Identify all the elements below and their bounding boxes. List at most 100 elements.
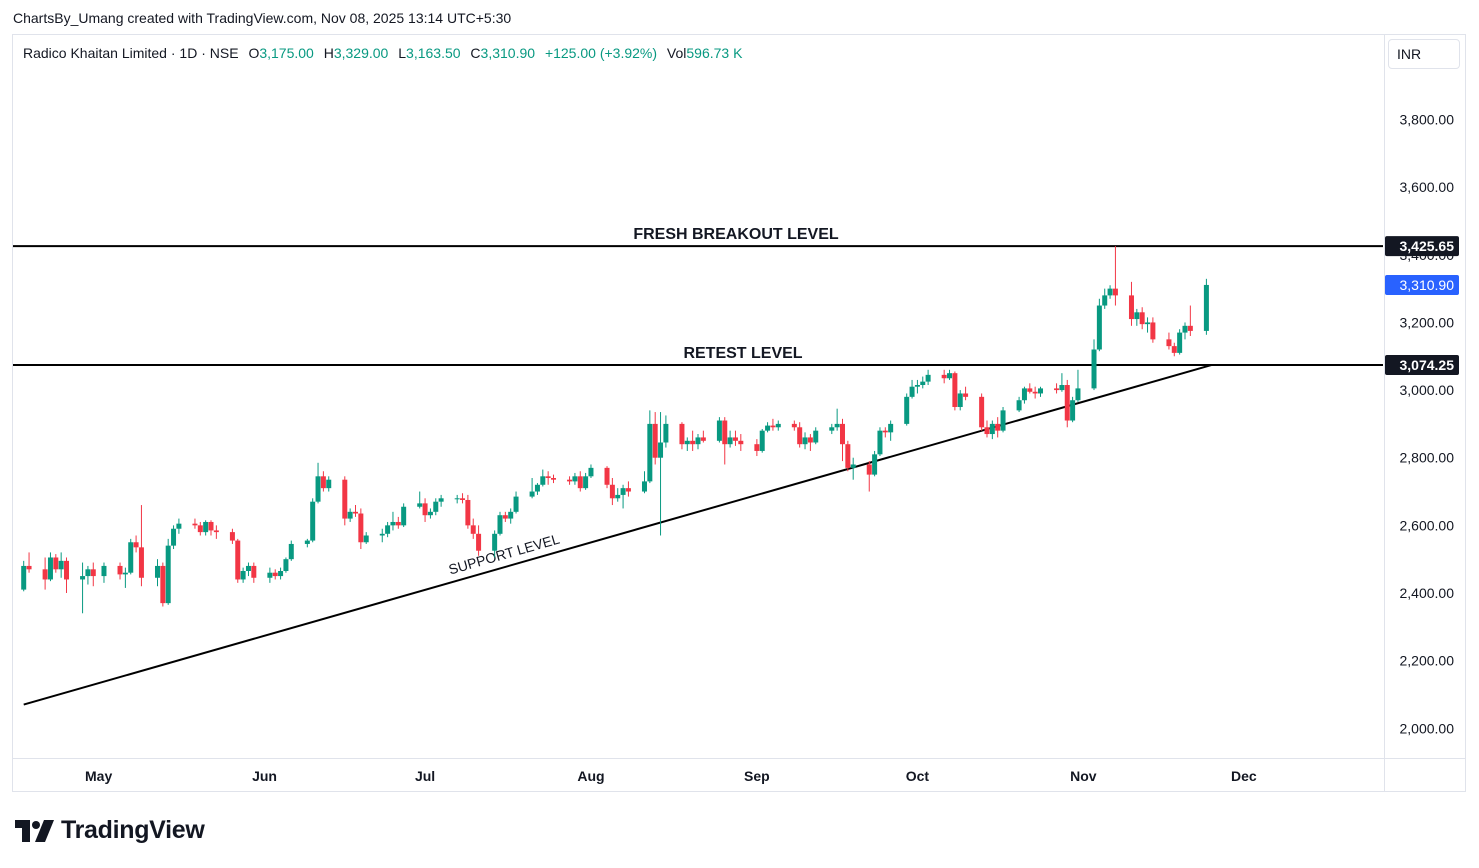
candle-down <box>502 515 508 519</box>
high-value: 3,329.00 <box>333 45 389 61</box>
candle-down <box>979 396 985 428</box>
candle-down <box>1128 295 1134 320</box>
candle-up <box>572 476 578 482</box>
time-tick-label: Oct <box>906 768 930 784</box>
candle-up <box>497 515 503 534</box>
candle-up <box>315 476 321 502</box>
candle-down <box>42 569 48 580</box>
candle-down <box>545 476 551 479</box>
time-tick-label: Dec <box>1231 768 1257 784</box>
candle-up <box>363 535 369 543</box>
candle-down <box>395 521 401 526</box>
price-tick-label: 2,800.00 <box>1400 450 1455 466</box>
price-tick-label: 2,200.00 <box>1400 653 1455 669</box>
candle-up <box>1203 284 1209 331</box>
symbol-title: Radico Khaitan Limited · 1D · NSE <box>23 45 239 61</box>
candle-down <box>567 479 573 482</box>
candle-up <box>1038 388 1043 394</box>
candle-up <box>1016 400 1022 411</box>
candle-down <box>476 533 482 551</box>
candle-down <box>845 444 851 468</box>
candle-down <box>995 423 1001 431</box>
chart-frame <box>12 34 1466 792</box>
candle-up <box>390 521 396 526</box>
open-value: 3,175.00 <box>259 45 314 61</box>
candle-down <box>53 557 59 570</box>
horizontal-levels-layer: FRESH BREAKOUT LEVEL RETEST LEVEL <box>13 226 1383 366</box>
time-axis[interactable]: May Jun Jul Aug Sep Oct Nov Dec <box>85 768 1257 784</box>
candle-up <box>427 511 433 516</box>
candle-up <box>278 571 284 577</box>
price-tick-label: 3,200.00 <box>1400 314 1455 330</box>
candle-up <box>85 569 91 577</box>
time-tick-label: May <box>85 768 112 784</box>
candle-up <box>154 565 160 578</box>
candle-down <box>791 423 797 428</box>
level-price-badge-text: 3,425.65 <box>1400 238 1455 254</box>
candle-up <box>588 467 594 477</box>
volume-label: Vol <box>666 45 687 61</box>
candle-down <box>26 565 32 570</box>
candle-up <box>641 481 647 492</box>
candle-up <box>347 511 353 519</box>
price-axis[interactable]: 2,000.00 2,200.00 2,400.00 2,600.00 2,800.00… <box>1400 112 1455 737</box>
candle-up <box>872 454 878 475</box>
currency-selector[interactable]: INR <box>1388 39 1460 69</box>
price-tick-label: 2,400.00 <box>1400 585 1455 601</box>
time-tick-label: Aug <box>577 768 604 784</box>
candle-down <box>90 569 96 577</box>
candle-down <box>1064 385 1070 421</box>
candle-down <box>1171 346 1177 353</box>
time-tick-label: Jun <box>252 768 277 784</box>
candle-down <box>609 484 615 499</box>
candle-down <box>422 503 428 516</box>
candle-up <box>1107 288 1113 296</box>
candle-up <box>813 430 819 443</box>
last-price-badge <box>1385 274 1459 295</box>
candle-up <box>658 442 664 458</box>
candle-up <box>417 503 423 507</box>
candle-down <box>952 373 958 407</box>
candle-down <box>738 440 744 445</box>
candle-up <box>877 430 883 455</box>
candle-down <box>625 488 631 492</box>
candle-up <box>513 496 519 512</box>
candle-down <box>604 467 610 485</box>
candle-up <box>850 464 856 468</box>
candle-down <box>1187 325 1193 331</box>
candle-up <box>947 373 953 379</box>
support-level-label: SUPPORT LEVEL <box>447 531 562 578</box>
support-trendline <box>23 364 1213 706</box>
high-label: H <box>323 45 334 61</box>
candle-up <box>1177 332 1183 353</box>
candle-up <box>989 423 995 435</box>
candle-up <box>909 386 915 397</box>
level-price-badge-text: 3,074.25 <box>1400 357 1455 373</box>
candle-down <box>732 437 738 441</box>
candle-up <box>283 559 289 572</box>
candle-up <box>615 494 621 499</box>
close-label: C <box>470 45 481 61</box>
candle-down <box>722 420 728 445</box>
candles-layer <box>21 246 1209 614</box>
level-label: FRESH BREAKOUT LEVEL <box>633 226 839 243</box>
candle-up <box>802 437 808 445</box>
candle-up <box>620 488 626 495</box>
time-tick-label: Nov <box>1070 768 1097 784</box>
price-tick-label: 3,600.00 <box>1400 179 1455 195</box>
tradingview-logo-icon <box>15 819 54 842</box>
volume-value: 596.73 K <box>686 45 743 61</box>
candle-up <box>957 393 963 407</box>
candle-up <box>540 476 546 485</box>
low-value: 3,163.50 <box>406 45 461 61</box>
candle-up <box>1000 410 1006 431</box>
candle-up <box>583 476 589 489</box>
candle-down <box>1112 288 1118 296</box>
candle-down <box>941 374 947 379</box>
candle-down <box>138 547 144 578</box>
price-tick-label: 2,600.00 <box>1400 517 1455 533</box>
candle-up <box>1145 322 1151 325</box>
chart-credit: ChartsBy_Umang created with TradingView.… <box>13 10 512 26</box>
price-tick-label: 3,000.00 <box>1400 382 1455 398</box>
